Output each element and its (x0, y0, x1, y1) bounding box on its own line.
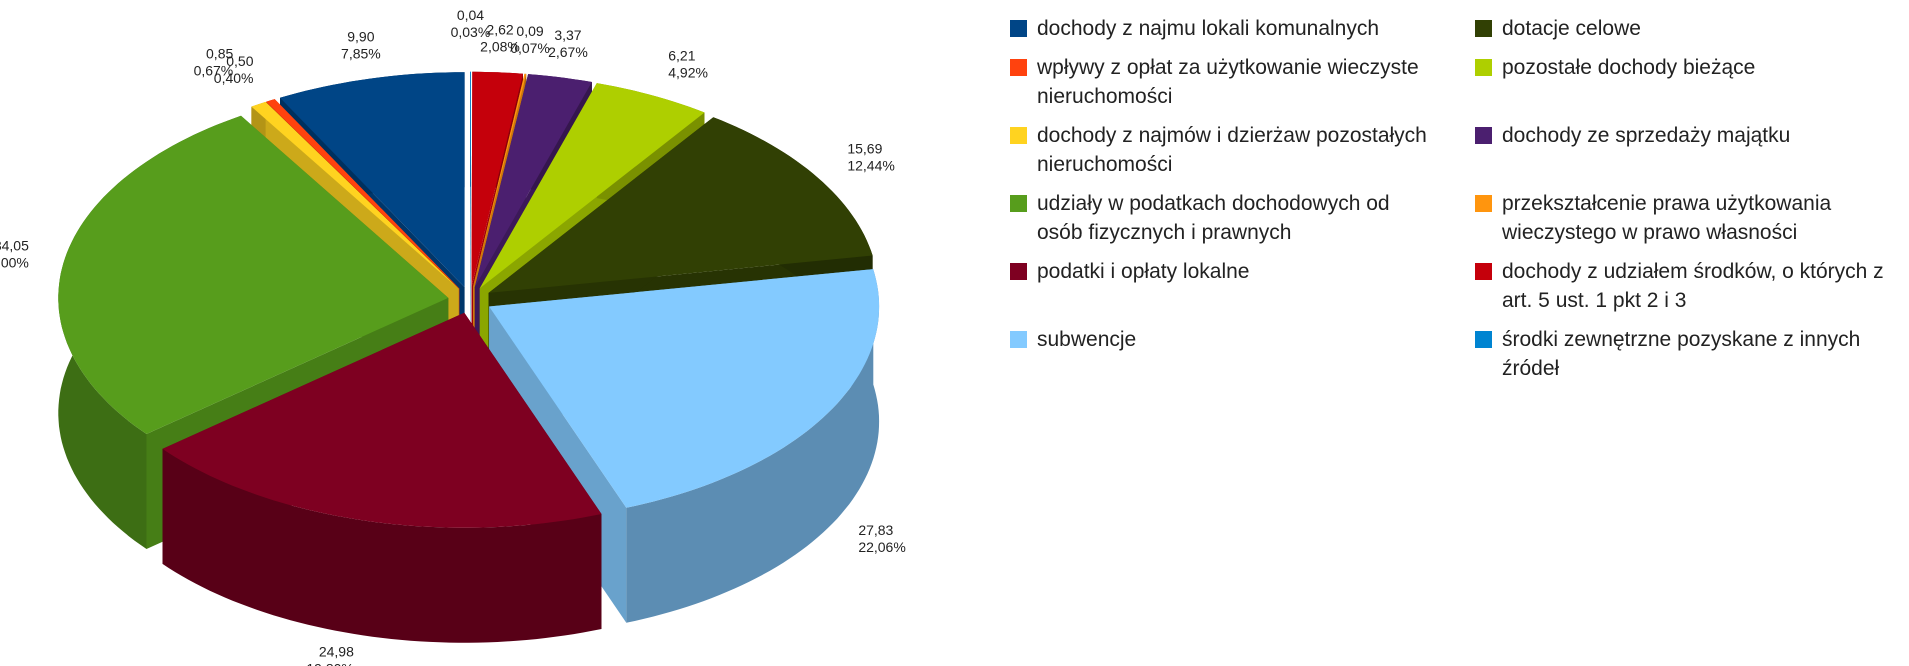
data-label: 15,69 (847, 141, 882, 157)
legend-item: dotacje celowe (1475, 14, 1895, 43)
legend-label: środki zewnętrzne pozyskane z innych źró… (1502, 328, 1861, 380)
data-label: 0,67% (194, 62, 234, 78)
legend-swatch (1475, 331, 1492, 348)
data-label: 7,85% (341, 46, 381, 62)
data-label: 24,98 (319, 643, 354, 659)
data-label: 0,09 (516, 23, 543, 39)
slice-top (280, 72, 465, 288)
legend-label: dochody ze sprzedaży majątku (1502, 124, 1791, 147)
legend-swatch (1475, 195, 1492, 212)
legend-swatch (1010, 263, 1027, 280)
legend-swatch (1010, 59, 1027, 76)
legend-item: subwencje (1010, 325, 1465, 383)
slice-top (479, 83, 705, 289)
slice-top (266, 99, 460, 289)
data-label: 0,07% (510, 40, 550, 56)
slice-wall (162, 448, 602, 643)
legend-label: dotacje celowe (1502, 17, 1641, 40)
data-label: 34,05 (0, 237, 29, 253)
legend-label: wpływy z opłat za użytkowanie wieczyste … (1037, 56, 1419, 108)
data-label: 2,62 (486, 21, 513, 37)
legend-item: dochody z najmów i dzierżaw pozostałych … (1010, 121, 1465, 179)
legend-label: dochody z najmu lokali komunalnych (1037, 17, 1380, 40)
legend-swatch (1010, 195, 1027, 212)
legend-label: dochody z udziałem środków, o których z … (1502, 260, 1884, 312)
data-label: 2,67% (548, 44, 588, 60)
data-label: 27,83 (858, 522, 893, 538)
legend-item: udziały w podatkach dochodowych od osób … (1010, 189, 1465, 247)
legend-label: dochody z najmów i dzierżaw pozostałych … (1037, 124, 1427, 176)
legend-swatch (1475, 263, 1492, 280)
legend-swatch (1010, 127, 1027, 144)
data-label: 19,80% (306, 660, 353, 666)
data-label: 2,08% (480, 38, 520, 54)
legend-item: wpływy z opłat za użytkowanie wieczyste … (1010, 53, 1465, 111)
data-label: 6,21 (668, 48, 695, 64)
data-label: 22,06% (858, 539, 905, 555)
legend-item: środki zewnętrzne pozyskane z innych źró… (1475, 325, 1895, 383)
data-label: 27,00% (0, 254, 29, 270)
legend-swatch (1010, 20, 1027, 37)
legend-item: dochody z udziałem środków, o których z … (1475, 257, 1895, 315)
data-label: 3,37 (554, 27, 581, 43)
legend-swatch (1010, 331, 1027, 348)
legend-item: dochody ze sprzedaży majątku (1475, 121, 1895, 179)
data-label: 0,85 (206, 45, 233, 61)
legend-item: przekształcenie prawa użytkowania wieczy… (1475, 189, 1895, 247)
legend-item: dochody z najmu lokali komunalnych (1010, 14, 1465, 43)
legend-item: podatki i opłaty lokalne (1010, 257, 1465, 315)
legend-swatch (1475, 20, 1492, 37)
slice-top (473, 73, 527, 287)
legend-label: udziały w podatkach dochodowych od osób … (1037, 192, 1390, 244)
slice-top (162, 312, 602, 528)
slice-top (474, 74, 592, 288)
slice (470, 71, 471, 402)
legend-label: pozostałe dochody bieżące (1502, 56, 1756, 79)
pie-plot: 9,907,85% 0,500,40% 0,850,67% 34,0527,00% 24… (0, 7, 906, 666)
slice-top (488, 117, 873, 293)
data-label: 9,90 (347, 29, 374, 45)
legend-swatch (1475, 127, 1492, 144)
legend-item: pozostałe dochody bieżące (1475, 53, 1895, 111)
slice-top (251, 101, 459, 289)
legend-label: przekształcenie prawa użytkowania wieczy… (1502, 192, 1832, 244)
slice-wall (626, 269, 880, 623)
data-label: 0,40% (214, 70, 254, 86)
data-label: 0,50 (226, 53, 253, 69)
slice (162, 312, 602, 643)
data-label: 0,04 (457, 7, 484, 23)
legend-swatch (1475, 59, 1492, 76)
slice-top (58, 115, 449, 435)
legend: dochody z najmu lokali komunalnych wpływy… (1010, 14, 1895, 383)
legend-label: subwencje (1037, 328, 1137, 351)
data-label: 4,92% (668, 65, 708, 81)
slice-top (489, 269, 880, 508)
legend-label: podatki i opłaty lokalne (1037, 260, 1250, 283)
slice-top (471, 71, 523, 287)
slice-top (470, 71, 471, 287)
data-label: 0,03% (451, 24, 491, 40)
data-label: 12,44% (847, 158, 894, 174)
